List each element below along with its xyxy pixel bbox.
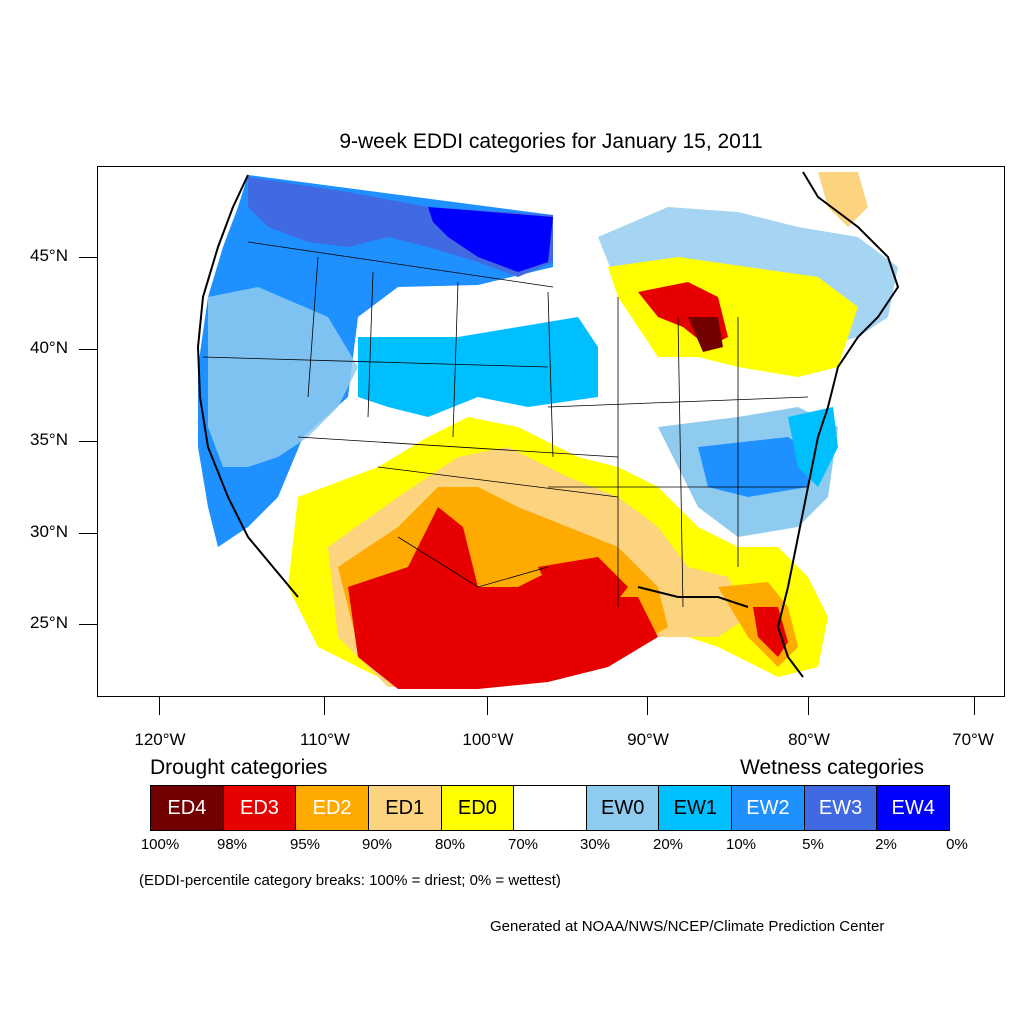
legend-swatch-ed2: ED2 [296,786,369,830]
percentile-label: 0% [946,836,968,853]
percentile-label: 98% [216,836,248,853]
lon-tick-120w [159,697,160,715]
lon-label-120w: 120°W [134,730,186,749]
percentile-label: 95% [289,836,321,853]
lon-label-70w: 70°W [952,730,994,749]
legend-swatch-ed3: ED3 [223,786,297,830]
legend-swatch-ed0: ED0 [441,786,515,830]
eddi-map [97,166,1005,697]
legend-swatch-ew4: EW4 [877,786,950,830]
drought-region-maine-ed1 [818,172,868,227]
lat-tick-35n [79,441,97,442]
lon-label-100w: 100°W [462,730,514,749]
lat-label-35n: 35°N [30,430,68,449]
drought-heading: Drought categories [150,756,328,779]
percentile-label: 100% [140,836,180,853]
credit-line: Generated at NOAA/NWS/NCEP/Climate Predi… [490,918,885,935]
lon-label-110w: 110°W [300,730,350,749]
legend-note: (EDDI-percentile category breaks: 100% =… [139,872,561,889]
wetness-region-northwest [198,175,553,547]
map-canvas [196,171,900,689]
legend-swatch-ew1: EW1 [659,786,733,830]
lat-tick-40n [79,349,97,350]
lat-tick-25n [79,624,97,625]
lon-tick-100w [487,697,488,715]
percentile-label: 5% [802,836,824,853]
category-legend-bar: ED4 ED3 ED2 ED1 ED0 EW0 EW1 EW2 EW3 EW4 [150,785,950,831]
drought-region-texas-ed3 [348,507,658,689]
legend-swatch-ew2: EW2 [732,786,805,830]
lat-label-40n: 40°N [30,338,68,357]
legend-swatch-ew0: EW0 [586,786,660,830]
wetness-heading: Wetness categories [740,756,925,779]
percentile-label: 70% [507,836,539,853]
wetness-region-lightblue-west [208,287,358,467]
lon-tick-70w [974,697,975,715]
percentile-label: 30% [579,836,611,853]
legend-swatch-ew3: EW3 [804,786,878,830]
wetness-core-montana [428,207,553,272]
coastline [196,171,900,678]
percentile-label: 20% [652,836,684,853]
lat-label-30n: 30°N [30,522,68,541]
wetness-region-north-carolina [788,407,838,487]
wetness-region-tennessee [698,437,818,497]
percentile-label: 2% [875,836,897,853]
legend-swatch-ed4: ED4 [151,786,224,830]
lon-label-80w: 80°W [788,730,830,749]
lat-label-45n: 45°N [30,246,68,265]
lat-label-25n: 25°N [30,613,68,632]
lon-tick-80w [808,697,809,715]
drought-region-michigan-ed4 [688,317,723,352]
percentile-label: 10% [725,836,757,853]
state-boundaries [202,241,809,608]
percentile-label: 80% [434,836,466,853]
wetness-region-lightblue-central [358,317,598,417]
percentile-label: 90% [361,836,393,853]
legend-swatch-normal [514,786,587,830]
lon-tick-110w [324,697,325,715]
lon-tick-90w [647,697,648,715]
lat-tick-30n [79,533,97,534]
map-title: 9-week EDDI categories for January 15, 2… [339,130,763,153]
lon-label-90w: 90°W [627,730,669,749]
drought-region-louisiana-ed3 [538,557,628,612]
lat-tick-45n [79,257,97,258]
legend-swatch-ed1: ED1 [368,786,442,830]
